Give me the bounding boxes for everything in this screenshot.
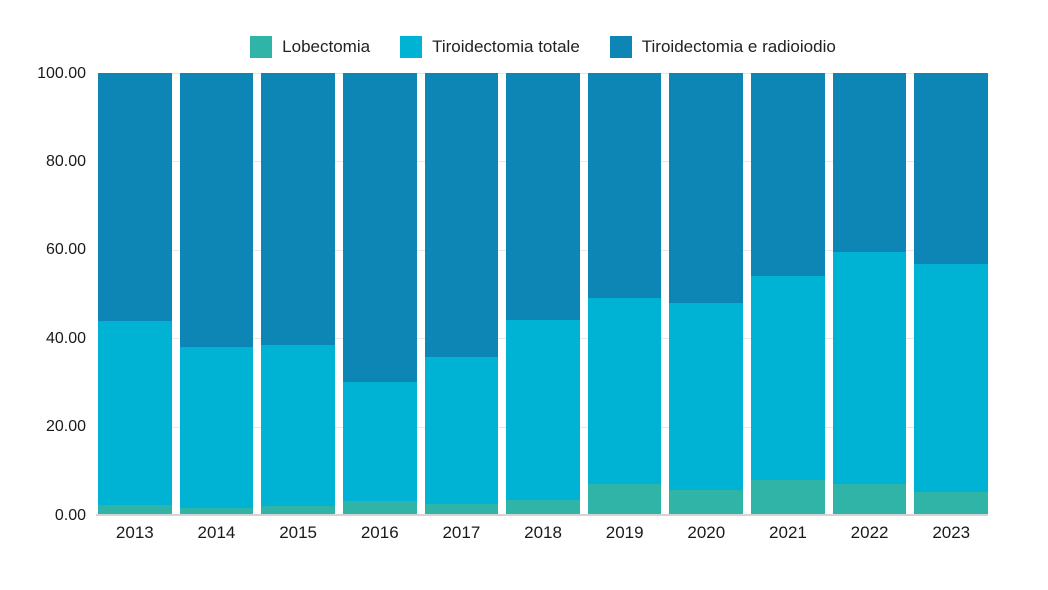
x-axis-tick-label: 2013 (115, 523, 154, 542)
bar-segment-2017-tiroidectomia-totale[interactable] (424, 357, 499, 504)
bar-segment-2023-tiroidectomia-e-radioiodio[interactable] (914, 73, 989, 264)
bar-2020 (669, 73, 744, 515)
x-axis-tick-label: 2018 (524, 523, 562, 542)
bar-segment-2018-tiroidectomia-totale[interactable] (506, 319, 580, 500)
x-axis-tick-label: 2014 (197, 523, 236, 542)
bar-segment-2017-lobectomia[interactable] (424, 503, 499, 515)
x-axis-tick-label: 2015 (279, 523, 318, 542)
x-axis-tick-label: 2017 (442, 523, 481, 542)
bar-segment-2021-tiroidectomia-totale[interactable] (751, 276, 825, 481)
y-axis-tick-label: 80.00 (45, 152, 86, 170)
legend-item-3[interactable]: Tiroidectomia e radioiodio (609, 36, 836, 58)
bar-2022 (832, 73, 907, 515)
x-axis-line (96, 514, 988, 516)
bar-segment-2022-tiroidectomia-e-radioiodio[interactable] (832, 73, 907, 253)
y-axis-tick-label: 40.00 (45, 329, 86, 347)
x-axis-tick-label: 2019 (605, 523, 644, 542)
x-axis-labels: 2013 2014 2015 2016 2017 2018 2019 2020 2021 2022… (98, 522, 988, 544)
y-axis-tick-label: 20.00 (45, 418, 86, 436)
bar-2019 (587, 73, 662, 515)
bar-segment-2019-tiroidectomia-totale[interactable] (587, 298, 662, 485)
bar-segment-2014-tiroidectomia-totale[interactable] (179, 347, 254, 509)
bar-segment-2015-lobectomia[interactable] (261, 506, 335, 515)
legend-label: Tiroidectomia totale (432, 37, 580, 56)
legend-item-1[interactable]: Lobectomia (250, 36, 370, 58)
legend-item-2[interactable]: Tiroidectomia totale (400, 36, 580, 58)
bar-segment-2021-lobectomia[interactable] (751, 480, 825, 515)
bar-2023 (914, 73, 989, 515)
legend-swatch-icon (400, 36, 423, 58)
legend-label: Tiroidectomia e radioiodio (641, 37, 836, 56)
bars-layer (98, 73, 989, 515)
bar-segment-2015-tiroidectomia-totale[interactable] (261, 345, 335, 507)
chart-legend: Lobectomia Tiroidectomia totale Tiroidecto… (98, 34, 988, 60)
bar-segment-2016-tiroidectomia-totale[interactable] (342, 382, 417, 501)
bar-segment-2022-lobectomia[interactable] (832, 484, 907, 515)
bar-segment-2018-lobectomia[interactable] (506, 499, 580, 515)
bar-segment-2021-tiroidectomia-e-radioiodio[interactable] (751, 73, 825, 277)
bar-segment-2018-tiroidectomia-e-radioiodio[interactable] (506, 73, 580, 320)
legend-label: Lobectomia (282, 37, 371, 56)
bar-segment-2016-tiroidectomia-e-radioiodio[interactable] (342, 73, 417, 383)
bar-segment-2013-lobectomia[interactable] (98, 505, 172, 515)
bar-segment-2023-tiroidectomia-totale[interactable] (914, 263, 989, 492)
legend-swatch-icon (609, 36, 632, 58)
x-axis-tick-label: 2016 (360, 523, 399, 542)
bar-2016 (342, 73, 417, 515)
x-axis-tick-label: 2021 (769, 523, 807, 542)
bar-segment-2020-lobectomia[interactable] (669, 490, 744, 515)
bar-segment-2023-lobectomia[interactable] (914, 491, 989, 515)
y-axis-tick-label: 0.00 (54, 506, 86, 524)
x-axis-tick-label: 2023 (932, 523, 971, 542)
bar-segment-2014-lobectomia[interactable] (179, 508, 254, 515)
bar-2018 (506, 73, 580, 515)
bar-segment-2020-tiroidectomia-totale[interactable] (669, 302, 744, 491)
x-axis-tick-label: 2020 (687, 523, 726, 542)
y-axis-tick-label: 100.00 (37, 64, 86, 82)
bar-segment-2019-lobectomia[interactable] (587, 484, 662, 515)
bar-2017 (424, 73, 499, 515)
bar-segment-2017-tiroidectomia-e-radioiodio[interactable] (424, 73, 499, 358)
bar-2014 (179, 73, 254, 515)
x-axis-tick-label: 2022 (850, 523, 889, 542)
bar-segment-2020-tiroidectomia-e-radioiodio[interactable] (669, 73, 744, 303)
plot-area (96, 73, 989, 516)
bar-2021 (751, 73, 825, 515)
bar-segment-2014-tiroidectomia-e-radioiodio[interactable] (179, 73, 254, 348)
bar-2015 (261, 73, 335, 515)
y-axis: 0.00 20.00 40.00 60.00 80.00 100.00 (0, 65, 92, 524)
bar-segment-2016-lobectomia[interactable] (342, 500, 417, 515)
y-axis-tick-label: 60.00 (45, 241, 86, 259)
legend-swatch-icon (250, 36, 273, 58)
bar-2013 (98, 73, 172, 515)
bar-segment-2013-tiroidectomia-e-radioiodio[interactable] (98, 73, 172, 321)
bar-segment-2019-tiroidectomia-e-radioiodio[interactable] (587, 73, 662, 299)
bar-segment-2013-tiroidectomia-totale[interactable] (98, 320, 172, 506)
bar-segment-2022-tiroidectomia-totale[interactable] (832, 252, 907, 485)
bar-segment-2015-tiroidectomia-e-radioiodio[interactable] (261, 73, 335, 346)
